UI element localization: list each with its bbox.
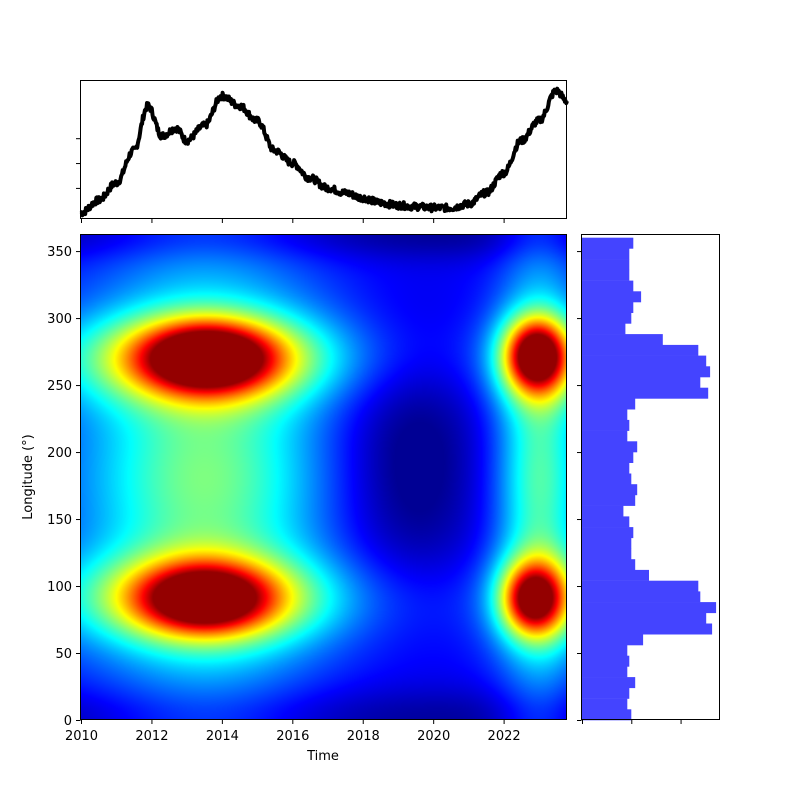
histogram-bar: [582, 516, 630, 528]
top-line-panel: [76, 80, 569, 223]
top-line-path: [79, 86, 569, 218]
histogram-bar: [582, 462, 630, 474]
histogram-bar: [582, 537, 632, 549]
histogram-bar: [582, 430, 628, 442]
histogram-bar: [582, 655, 630, 667]
y-tick-label: 250: [47, 379, 72, 394]
histogram-bar: [582, 677, 636, 689]
y-tick-label: 200: [47, 446, 72, 461]
histogram-bar: [582, 312, 632, 324]
histogram-bar: [582, 237, 634, 249]
heatmap-x-ticks: 2010 2012 2014 2016 2018 2020 2022: [65, 719, 521, 744]
histogram-bar: [582, 323, 626, 335]
histogram-bar: [582, 259, 630, 271]
histogram-bar: [582, 280, 634, 292]
histogram-bar: [582, 580, 699, 592]
histogram-bar: [582, 387, 709, 399]
histogram-bar: [582, 441, 638, 453]
histogram-panel: [577, 234, 720, 724]
histogram-frame: [581, 234, 720, 720]
histogram-bar: [582, 419, 630, 431]
top-line-series: [79, 86, 569, 218]
histogram-bar: [582, 291, 642, 303]
histogram-bar: [582, 377, 701, 388]
x-tick-label: 2020: [417, 729, 450, 744]
histogram-bar: [582, 302, 634, 313]
histogram-bar: [582, 698, 628, 710]
histogram-bar: [582, 269, 630, 281]
histogram-bar: [582, 484, 638, 496]
histogram-bar: [582, 527, 634, 539]
x-tick-label: 2010: [65, 729, 98, 744]
y-axis-label: Longitude (°): [21, 434, 36, 519]
y-tick-label: 300: [47, 312, 72, 327]
histogram-bar: [582, 409, 628, 421]
x-tick-label: 2014: [206, 729, 239, 744]
y-tick-label: 100: [47, 580, 72, 595]
histogram-bar: [582, 634, 644, 646]
histogram-bar: [582, 709, 632, 721]
x-axis-label: Time: [306, 749, 339, 764]
y-tick-label: 150: [47, 513, 72, 528]
histogram-bar: [582, 612, 707, 624]
histogram-bar: [582, 355, 707, 367]
heatmap-y-ticks: 0 50 100 150 200 250 300 350: [47, 245, 81, 729]
histogram-bar: [582, 623, 713, 635]
histogram-bar: [582, 591, 701, 603]
x-tick-label: 2018: [347, 729, 380, 744]
x-tick-label: 2012: [135, 729, 168, 744]
histogram-bar: [582, 687, 630, 699]
histogram-bar: [582, 334, 663, 346]
histogram-bar: [582, 645, 628, 656]
y-tick-label: 0: [64, 714, 72, 729]
histogram-bar: [582, 494, 636, 506]
y-tick-label: 50: [55, 647, 72, 662]
x-tick-label: 2022: [488, 729, 521, 744]
heatmap-panel: 2010 2012 2014 2016 2018 2020 2022 0 50 100 150 20…: [21, 234, 567, 764]
histogram-bars: [582, 237, 717, 721]
histogram-bar: [582, 452, 634, 463]
heatmap-frame: [80, 234, 567, 720]
histogram-bar: [582, 473, 632, 485]
histogram-bar: [582, 602, 717, 614]
histogram-bar: [582, 366, 711, 378]
y-tick-label: 350: [47, 245, 72, 260]
histogram-bar: [582, 548, 632, 560]
histogram-bar: [582, 569, 649, 581]
histogram-bar: [582, 344, 699, 356]
histogram-ticks: [577, 251, 682, 724]
heatmap-image: [81, 234, 567, 719]
histogram-bar: [582, 559, 636, 571]
x-tick-label: 2016: [276, 729, 309, 744]
histogram-bar: [582, 248, 630, 260]
top-panel-ticks: [76, 138, 505, 223]
top-panel-frame: [80, 80, 567, 219]
histogram-bar: [582, 505, 624, 517]
histogram-bar: [582, 666, 628, 678]
histogram-bar: [582, 398, 636, 410]
